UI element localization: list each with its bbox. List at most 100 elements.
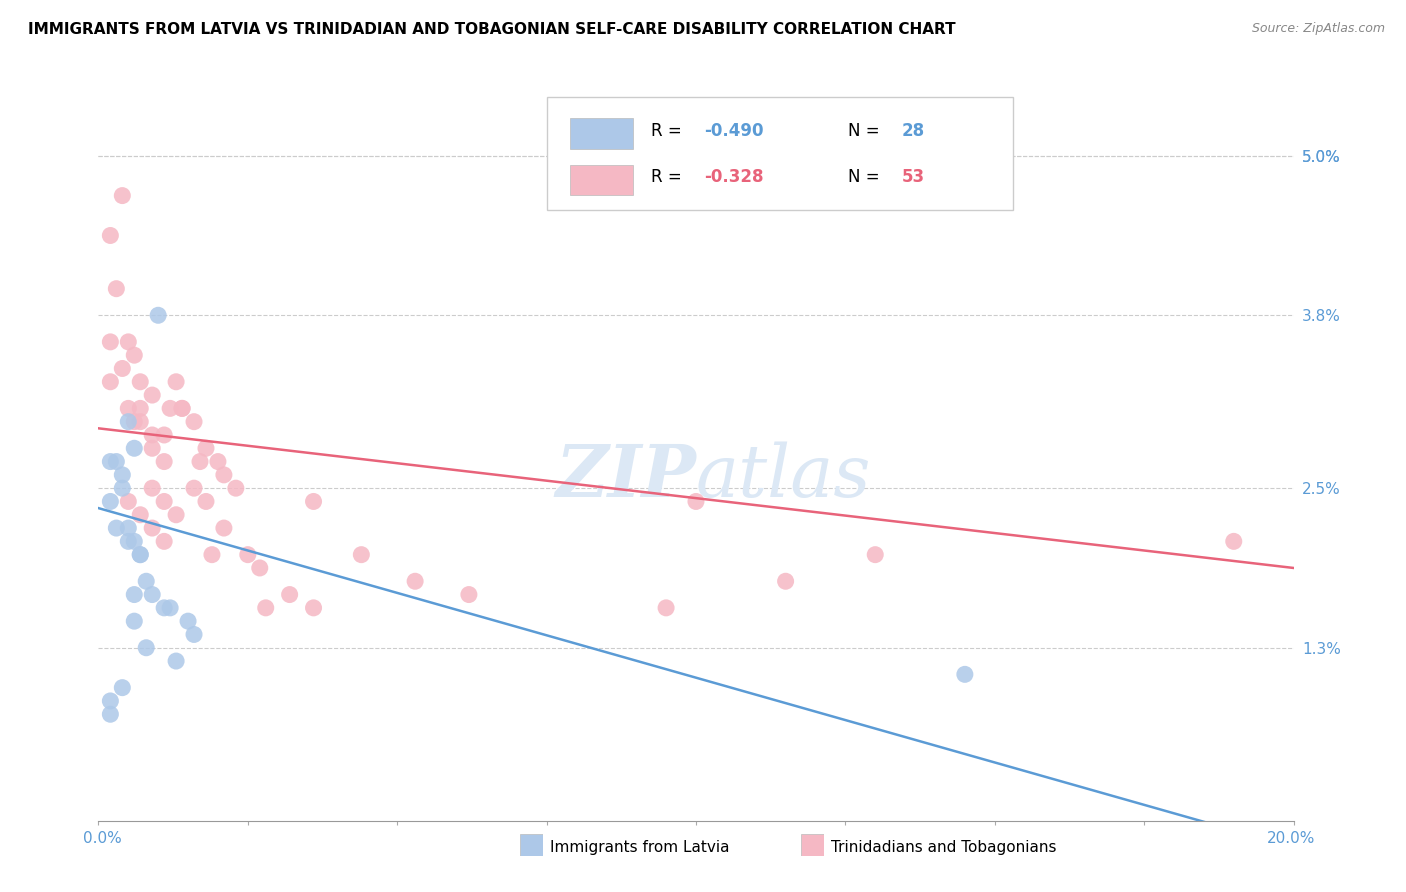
Point xyxy=(775,574,797,589)
Point xyxy=(100,334,122,349)
Text: 28: 28 xyxy=(901,122,925,140)
Point xyxy=(225,481,247,495)
Point xyxy=(117,494,139,508)
Point xyxy=(278,588,301,602)
Point xyxy=(105,521,128,535)
Point xyxy=(100,494,122,508)
Point xyxy=(254,600,277,615)
Point xyxy=(404,574,426,589)
Point xyxy=(100,454,122,468)
Point xyxy=(141,521,163,535)
Point xyxy=(302,494,325,508)
Point xyxy=(141,481,163,495)
Point xyxy=(350,548,373,562)
Point xyxy=(201,548,224,562)
Point xyxy=(117,521,139,535)
Text: 20.0%: 20.0% xyxy=(1267,831,1315,846)
Point xyxy=(153,600,176,615)
Text: Source: ZipAtlas.com: Source: ZipAtlas.com xyxy=(1251,22,1385,36)
Text: -0.328: -0.328 xyxy=(704,168,763,186)
Text: Immigrants from Latvia: Immigrants from Latvia xyxy=(550,840,730,855)
Point xyxy=(124,442,146,456)
Point xyxy=(183,481,205,495)
Text: N =: N = xyxy=(848,122,884,140)
Point xyxy=(236,548,259,562)
Point xyxy=(129,401,152,416)
Point xyxy=(953,667,976,681)
Point xyxy=(159,401,181,416)
Point xyxy=(111,361,134,376)
FancyBboxPatch shape xyxy=(547,96,1012,210)
Point xyxy=(124,348,146,362)
Point xyxy=(129,508,152,522)
Point xyxy=(141,588,163,602)
Point xyxy=(100,707,122,722)
Point xyxy=(124,614,146,628)
Point xyxy=(129,548,152,562)
Point xyxy=(159,600,181,615)
Point xyxy=(117,415,139,429)
Point xyxy=(865,548,887,562)
Text: R =: R = xyxy=(651,168,686,186)
Point xyxy=(105,282,128,296)
Point xyxy=(153,534,176,549)
Point xyxy=(172,401,194,416)
Point xyxy=(212,521,235,535)
Point xyxy=(117,334,139,349)
Text: R =: R = xyxy=(651,122,686,140)
Text: 0.0%: 0.0% xyxy=(83,831,122,846)
Point xyxy=(212,467,235,482)
Point xyxy=(195,494,218,508)
Text: IMMIGRANTS FROM LATVIA VS TRINIDADIAN AND TOBAGONIAN SELF-CARE DISABILITY CORREL: IMMIGRANTS FROM LATVIA VS TRINIDADIAN AN… xyxy=(28,22,956,37)
FancyBboxPatch shape xyxy=(571,164,633,195)
Point xyxy=(153,428,176,442)
Point xyxy=(100,375,122,389)
Point xyxy=(141,428,163,442)
Point xyxy=(135,574,157,589)
Text: ZIP: ZIP xyxy=(555,442,696,512)
Point xyxy=(111,681,134,695)
Point xyxy=(249,561,271,575)
Point xyxy=(135,640,157,655)
Point xyxy=(165,375,187,389)
Text: atlas: atlas xyxy=(696,442,872,512)
Point xyxy=(172,401,194,416)
Point xyxy=(183,627,205,641)
Point xyxy=(1223,534,1246,549)
Point xyxy=(655,600,678,615)
Point xyxy=(129,415,152,429)
Point xyxy=(124,588,146,602)
Point xyxy=(117,534,139,549)
Point xyxy=(685,494,707,508)
Point xyxy=(124,534,146,549)
Point xyxy=(148,308,170,322)
Point xyxy=(302,600,325,615)
Point xyxy=(117,401,139,416)
Point xyxy=(458,588,481,602)
Text: 53: 53 xyxy=(901,168,925,186)
Point xyxy=(141,442,163,456)
Text: N =: N = xyxy=(848,168,884,186)
Text: -0.490: -0.490 xyxy=(704,122,763,140)
Text: Trinidadians and Tobagonians: Trinidadians and Tobagonians xyxy=(831,840,1056,855)
Point xyxy=(105,454,128,468)
Point xyxy=(111,188,134,202)
Point xyxy=(153,494,176,508)
Point xyxy=(141,388,163,402)
Point xyxy=(153,454,176,468)
Point xyxy=(100,228,122,243)
Point xyxy=(129,548,152,562)
Point xyxy=(165,508,187,522)
Point xyxy=(165,654,187,668)
Point xyxy=(111,467,134,482)
FancyBboxPatch shape xyxy=(571,119,633,149)
Point xyxy=(129,375,152,389)
Point xyxy=(188,454,211,468)
Point xyxy=(195,442,218,456)
Point xyxy=(207,454,229,468)
Point xyxy=(124,415,146,429)
Point xyxy=(183,415,205,429)
Point xyxy=(111,481,134,495)
Point xyxy=(100,694,122,708)
Point xyxy=(177,614,200,628)
